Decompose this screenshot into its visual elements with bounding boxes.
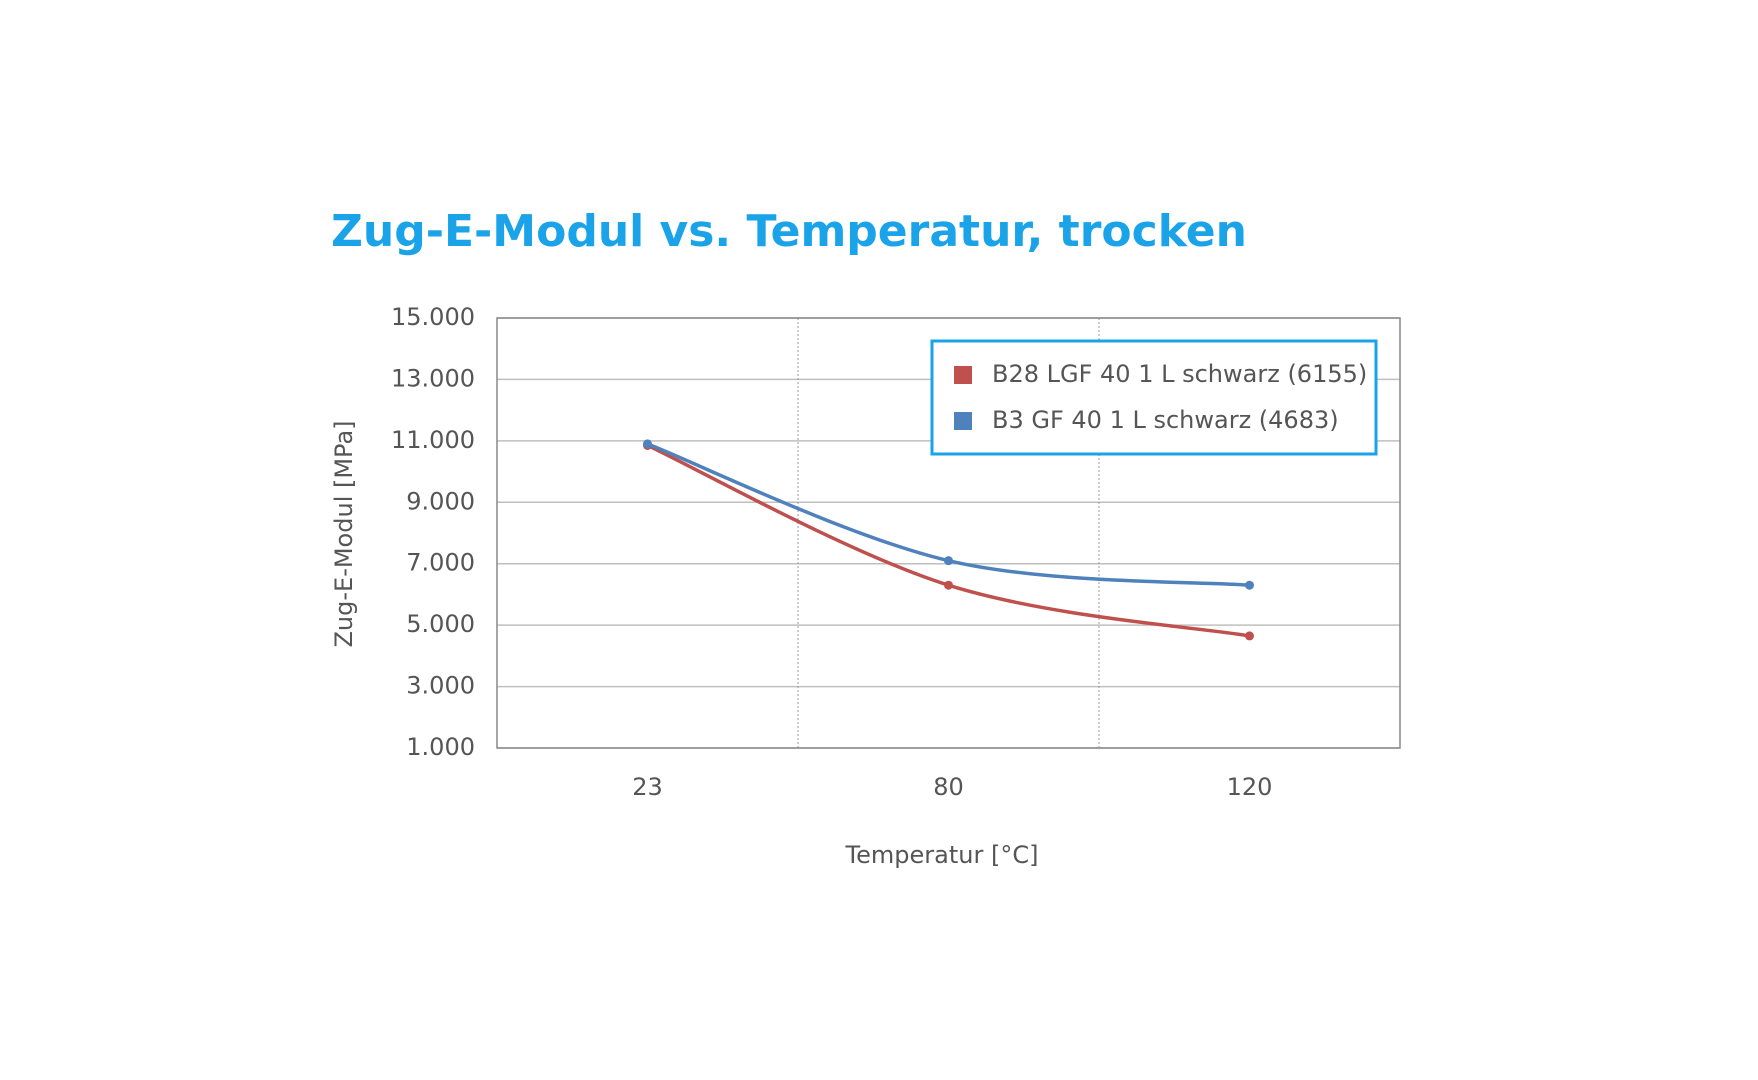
chart-title: Zug-E-Modul vs. Temperatur, trocken (331, 206, 1247, 257)
x-tick-label: 120 (1227, 773, 1273, 801)
data-point (944, 556, 953, 566)
data-point (643, 439, 652, 449)
y-tick-label: 3.000 (406, 672, 475, 700)
data-point (1245, 631, 1254, 641)
series-line (646, 443, 1250, 638)
legend-swatch (954, 412, 972, 430)
y-tick-label: 15.000 (391, 303, 475, 331)
y-tick-label: 9.000 (406, 487, 475, 515)
legend-label: B28 LGF 40 1 L schwarz (6155) (992, 360, 1367, 388)
x-tick-label: 23 (632, 773, 663, 801)
legend-label: B3 GF 40 1 L schwarz (4683) (992, 406, 1339, 434)
x-tick-label: 80 (933, 773, 964, 801)
plot-frame (496, 317, 1401, 749)
y-tick-label: 7.000 (406, 549, 475, 577)
legend-box (930, 339, 1378, 456)
data-point (944, 580, 953, 590)
y-tick-label: 13.000 (391, 364, 475, 392)
y-tick-label: 1.000 (406, 733, 475, 761)
y-tick-label: 11.000 (391, 426, 475, 454)
legend-swatch (954, 366, 972, 384)
x-axis-title: Temperatur [°C] (845, 841, 1039, 869)
y-axis-title: Zug-E-Modul [MPa] (330, 420, 358, 647)
y-tick-label: 5.000 (406, 610, 475, 638)
data-point (1245, 580, 1254, 590)
